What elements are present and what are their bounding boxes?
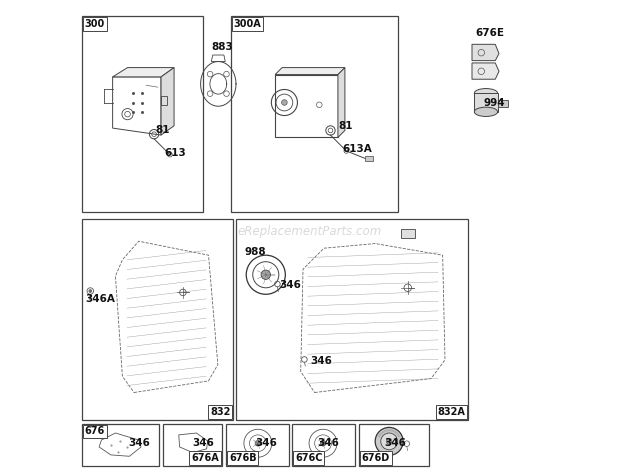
- Bar: [82, 219, 233, 420]
- Text: 346: 346: [193, 438, 215, 448]
- Text: 676A: 676A: [191, 453, 219, 463]
- Bar: [236, 219, 468, 420]
- Text: 676: 676: [85, 427, 105, 437]
- Text: 346: 346: [317, 438, 339, 448]
- Circle shape: [255, 440, 260, 446]
- Bar: [401, 229, 415, 238]
- Bar: [226, 424, 289, 466]
- Polygon shape: [498, 100, 508, 107]
- Circle shape: [321, 440, 326, 446]
- Ellipse shape: [474, 88, 498, 98]
- Bar: [82, 17, 203, 212]
- Text: 613: 613: [165, 148, 187, 158]
- Polygon shape: [161, 67, 174, 135]
- Text: 832: 832: [210, 407, 231, 417]
- Bar: [292, 424, 355, 466]
- Circle shape: [89, 290, 92, 293]
- Circle shape: [386, 438, 392, 444]
- Bar: [365, 156, 373, 161]
- Text: 676C: 676C: [295, 453, 322, 463]
- Text: 994: 994: [483, 97, 505, 107]
- Ellipse shape: [474, 107, 498, 116]
- Text: 346A: 346A: [86, 294, 115, 304]
- Text: 346: 346: [280, 280, 301, 290]
- Text: 676B: 676B: [229, 453, 257, 463]
- Polygon shape: [113, 67, 174, 77]
- Polygon shape: [472, 63, 499, 79]
- Text: 346: 346: [384, 438, 406, 448]
- Text: 346: 346: [255, 438, 277, 448]
- Text: 613A: 613A: [343, 144, 373, 154]
- Text: 988: 988: [245, 247, 267, 257]
- Text: 346: 346: [128, 438, 150, 448]
- Text: 832A: 832A: [438, 407, 466, 417]
- Polygon shape: [275, 67, 345, 75]
- Circle shape: [381, 433, 397, 450]
- Bar: [82, 424, 159, 466]
- Text: 346: 346: [310, 356, 332, 366]
- Circle shape: [281, 100, 287, 105]
- Circle shape: [261, 270, 270, 279]
- Text: 676D: 676D: [361, 453, 390, 463]
- Text: 676E: 676E: [476, 28, 504, 38]
- Text: 81: 81: [338, 121, 352, 131]
- Text: 300A: 300A: [234, 19, 262, 29]
- Text: 883: 883: [211, 42, 233, 52]
- Polygon shape: [472, 44, 499, 61]
- Bar: [359, 424, 428, 466]
- Text: 300: 300: [85, 19, 105, 29]
- Circle shape: [375, 428, 403, 456]
- Text: eReplacementParts.com: eReplacementParts.com: [238, 226, 382, 238]
- Bar: [231, 17, 399, 212]
- Text: 81: 81: [156, 125, 170, 135]
- Bar: [163, 424, 221, 466]
- Bar: [474, 93, 498, 112]
- Polygon shape: [338, 67, 345, 137]
